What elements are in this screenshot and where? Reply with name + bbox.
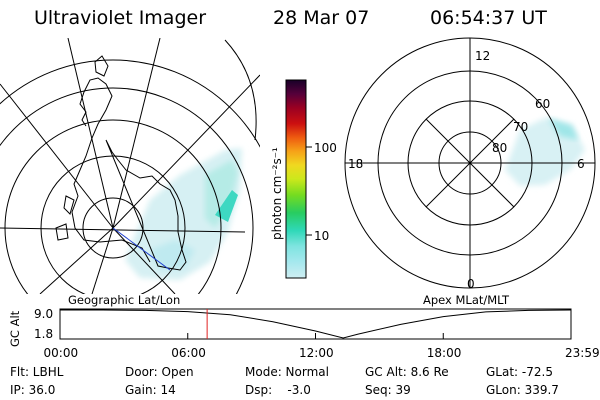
altitude-curve <box>60 309 572 339</box>
info-mode: Mode: Normal <box>245 365 329 379</box>
mlt-label-12: 12 <box>475 49 491 63</box>
mlat-label-60: 60 <box>535 97 551 111</box>
colorbar-tick-100: 100 <box>314 141 337 155</box>
instrument-title: Ultraviolet Imager <box>34 7 207 29</box>
info-gc-alt: GC Alt: 8.6 Re <box>365 365 449 379</box>
date-label: 28 Mar 07 <box>273 7 370 29</box>
mlat-label-70: 70 <box>513 120 529 134</box>
colorbar-tick-10: 10 <box>314 229 330 243</box>
altitude-ytick-max: 9.0 <box>34 307 54 321</box>
mlat-label-80: 80 <box>492 141 508 155</box>
info-dsp: Dsp: -3.0 <box>245 383 311 397</box>
info-flt: Flt: LBHL <box>10 365 64 379</box>
info-door: Door: Open <box>125 365 194 379</box>
time-label: 06:54:37 UT <box>430 7 547 29</box>
mlt-label-6: 6 <box>577 157 585 171</box>
altitude-xtick-label: 23:59 <box>565 346 600 360</box>
mlt-label-0: 0 <box>467 277 475 291</box>
altitude-xtick-label: 12:00 <box>299 346 334 360</box>
info-ip: IP: 36.0 <box>10 383 56 397</box>
altitude-xtick-label: 06:00 <box>171 346 206 360</box>
altitude-ytick-min: 1.8 <box>34 327 54 341</box>
altitude-axis-label: GC Alt <box>8 310 22 347</box>
apex-caption: Apex MLat/MLT <box>423 293 510 307</box>
info-glat: GLat: -72.5 <box>486 365 553 379</box>
geographic-caption: Geographic Lat/Lon <box>68 293 181 307</box>
info-gain: Gain: 14 <box>125 383 176 397</box>
altitude-xtick-label: 00:00 <box>43 346 79 360</box>
info-glon: GLon: 339.7 <box>486 383 559 397</box>
altitude-xtick-label: 18:00 <box>426 346 462 360</box>
mlt-label-18: 18 <box>348 157 364 171</box>
info-seq: Seq: 39 <box>365 383 411 397</box>
